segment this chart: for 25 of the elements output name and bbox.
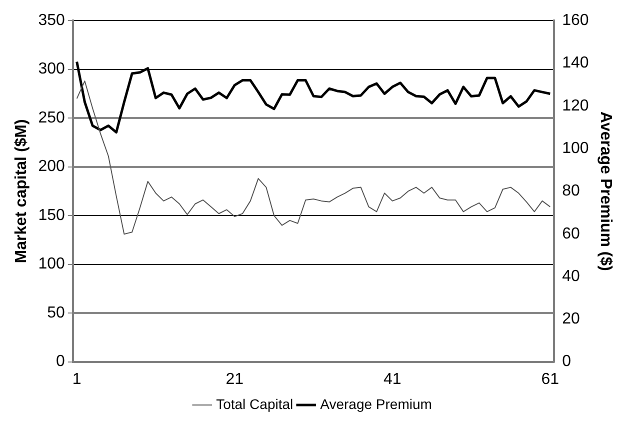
y-tick-label: 200 — [38, 158, 65, 176]
legend-label: Average Premium — [320, 396, 432, 412]
x-tick-label: 1 — [72, 370, 82, 388]
x-tick-label: 61 — [541, 370, 560, 388]
y-axis-title: Market capital ($M) — [13, 119, 30, 264]
y-tick-label: 100 — [38, 256, 65, 273]
y-tick-label: 250 — [38, 109, 65, 126]
legend-label: Total Capital — [216, 396, 294, 412]
y2-tick-label: 40 — [562, 268, 580, 285]
y2-tick-label: 60 — [562, 225, 580, 242]
y2-tick-label: 160 — [562, 12, 589, 30]
y2-tick-label: 120 — [562, 97, 589, 114]
y-tick-label: 150 — [38, 206, 65, 224]
y-tick-label: 300 — [38, 60, 65, 78]
y2-tick-label: 20 — [562, 310, 580, 328]
y2-tick-label: 80 — [562, 182, 580, 200]
y2-tick-label: 0 — [562, 353, 572, 370]
y-tick-label: 50 — [47, 304, 65, 322]
y2-axis-title: Average Premium ($) — [596, 111, 614, 271]
x-tick-label: 21 — [226, 370, 244, 388]
x-tick-label: 41 — [383, 370, 402, 388]
y2-tick-label: 140 — [562, 54, 589, 72]
y-tick-label: 0 — [56, 353, 65, 370]
y-tick-label: 350 — [38, 12, 65, 30]
y2-tick-label: 100 — [562, 140, 589, 157]
